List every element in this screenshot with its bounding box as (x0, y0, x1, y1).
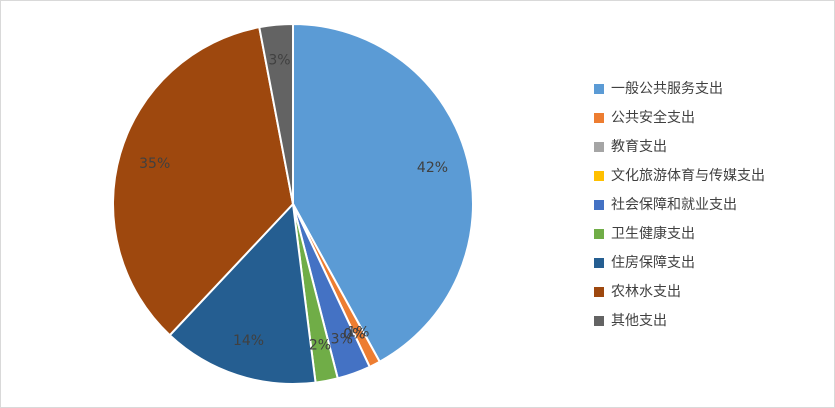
legend-label: 社会保障和就业支出 (611, 197, 737, 213)
data-label: 42% (417, 160, 448, 176)
legend-swatch (594, 200, 604, 210)
legend-swatch (594, 171, 604, 181)
legend-label: 农林水支出 (611, 284, 681, 300)
legend-swatch (594, 113, 604, 123)
data-label: 2% (309, 337, 331, 353)
pie-slice (112, 26, 295, 337)
legend-label: 其他支出 (611, 313, 667, 329)
data-label: 3% (331, 331, 353, 347)
legend-swatch (594, 84, 604, 94)
pie-slice (168, 201, 317, 385)
legend-swatch (594, 258, 604, 268)
legend-label: 一般公共服务支出 (611, 81, 723, 97)
data-label: 35% (139, 156, 170, 172)
pie-slice (292, 22, 474, 364)
data-label: 0% (343, 326, 365, 342)
legend-swatch (594, 287, 604, 297)
legend-label: 住房保障支出 (611, 255, 695, 271)
data-label: 14% (233, 333, 264, 349)
legend-label: 公共安全支出 (611, 109, 695, 126)
legend-label: 文化旅游体育与传媒支出 (611, 168, 765, 184)
data-label: 0% (343, 326, 365, 342)
legend-swatch (594, 316, 604, 326)
legend-swatch (594, 142, 604, 152)
pie-slice (258, 22, 294, 205)
legend-label: 教育支出 (611, 139, 667, 155)
data-label: 3% (268, 53, 290, 69)
data-label: 1% (347, 324, 369, 340)
legend-label: 卫生健康支出 (611, 225, 695, 242)
legend-swatch (594, 229, 604, 239)
